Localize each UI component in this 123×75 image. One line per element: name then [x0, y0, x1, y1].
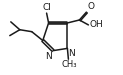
Text: OH: OH [89, 20, 103, 29]
Text: N: N [45, 52, 52, 61]
Text: CH₃: CH₃ [62, 60, 77, 69]
Text: N: N [68, 49, 75, 58]
Text: O: O [87, 2, 94, 11]
Text: Cl: Cl [42, 3, 51, 12]
